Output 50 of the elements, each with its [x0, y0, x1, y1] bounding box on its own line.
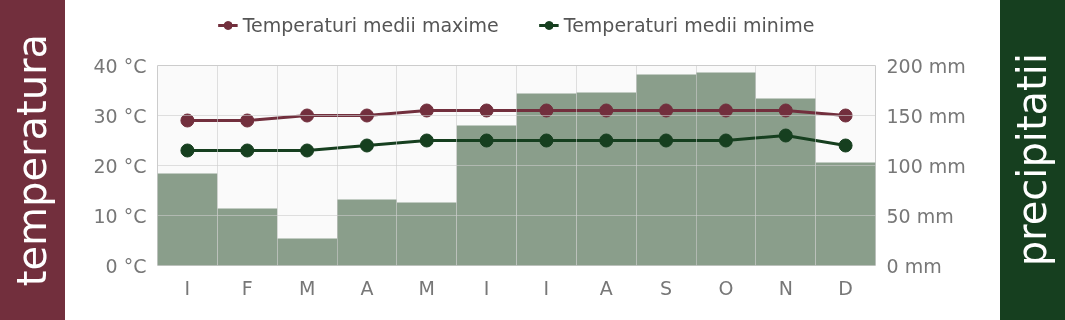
point: [419, 133, 434, 148]
y-tick-label: 30 °C: [93, 104, 147, 127]
x-tick-label: I: [543, 276, 550, 299]
point: [479, 103, 494, 118]
legend-label: Temperaturi medii minime: [563, 14, 815, 36]
point: [479, 133, 494, 148]
point: [359, 138, 374, 153]
point: [778, 103, 793, 118]
point: [419, 103, 434, 118]
x-tick-label: S: [660, 276, 673, 299]
point: [180, 113, 195, 128]
y2-tick-label: 0 mm: [886, 254, 942, 277]
x-tick-label: I: [483, 276, 490, 299]
y-tick-label: 10 °C: [93, 204, 147, 227]
point: [718, 133, 733, 148]
point: [539, 133, 554, 148]
y2-tick-label: 200 mm: [886, 54, 966, 77]
y-tick-label: 20 °C: [93, 154, 147, 177]
x-tick-label: M: [418, 276, 435, 299]
y2-axis-title: precipitatii: [1007, 53, 1056, 267]
y2-tick-label: 50 mm: [886, 204, 954, 227]
point: [300, 143, 315, 158]
point: [778, 128, 793, 143]
point: [240, 143, 255, 158]
point: [539, 103, 554, 118]
x-tick-label: M: [298, 276, 316, 299]
point: [240, 113, 255, 128]
legend-label: Temperaturi medii maxime: [242, 14, 499, 36]
x-tick-label: O: [718, 276, 734, 299]
x-tick-label: A: [360, 276, 374, 299]
x-tick-label: I: [184, 276, 191, 299]
point: [718, 103, 733, 118]
point: [659, 133, 674, 148]
point: [838, 138, 853, 153]
point: [838, 108, 853, 123]
y-axis-title: temperatura: [7, 33, 56, 287]
y-tick-label: 40 °C: [93, 54, 147, 77]
y2-tick-label: 100 mm: [886, 154, 966, 177]
x-tick-label: F: [241, 276, 253, 299]
point: [359, 108, 374, 123]
x-tick-label: D: [838, 276, 853, 299]
x-tick-label: N: [778, 276, 793, 299]
y2-tick-label: 150 mm: [886, 104, 966, 127]
point: [180, 143, 195, 158]
point: [599, 133, 614, 148]
x-tick-label: A: [599, 276, 613, 299]
point: [659, 103, 674, 118]
point: [599, 103, 614, 118]
y-tick-label: 0 °C: [105, 254, 147, 277]
point: [300, 108, 315, 123]
